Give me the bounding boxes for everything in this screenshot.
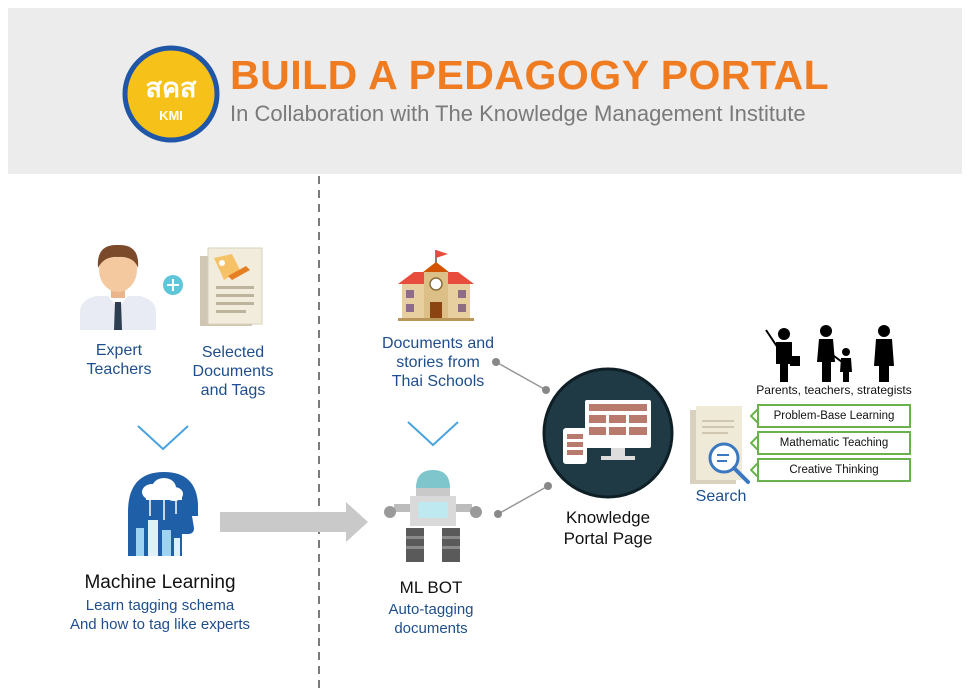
ml-bot-desc: Auto-tagging documents xyxy=(366,600,496,638)
portal-connectors xyxy=(492,358,552,518)
portal-label-line-2: Portal Page xyxy=(563,529,653,548)
thai-schools-label: Documents and stories from Thai Schools xyxy=(372,334,504,391)
kmi-logo: สคส KMI xyxy=(122,45,220,143)
page-subtitle: In Collaboration with The Knowledge Mana… xyxy=(230,101,806,126)
tag-problem-based-learning[interactable]: Problem-Base Learning xyxy=(757,404,911,428)
chevron-down-icon xyxy=(407,421,459,447)
page-title: BUILD A PEDAGOGY PORTAL xyxy=(230,52,830,98)
arrow-right-icon xyxy=(220,502,368,542)
expert-label-line-1: Expert xyxy=(95,342,143,359)
search-label: Search xyxy=(695,488,747,505)
expert-teachers-label: Expert Teachers xyxy=(78,341,160,379)
logo-latin-text: KMI xyxy=(159,108,183,123)
machine-learning-desc: Learn tagging schema And how to tag like… xyxy=(30,596,290,634)
ml-desc-line-1: Learn tagging schema xyxy=(85,597,235,614)
people-icon xyxy=(765,325,894,382)
chevron-left-icon xyxy=(750,461,760,479)
teacher-icon xyxy=(80,244,156,330)
school-label-line-2: stories from xyxy=(396,354,480,371)
bot-desc-line-1: Auto-tagging xyxy=(388,601,474,618)
school-label-line-1: Documents and xyxy=(381,335,495,352)
school-icon xyxy=(398,250,474,321)
selected-docs-label: Selected Documents and Tags xyxy=(186,343,280,400)
search-icon xyxy=(690,406,750,484)
docs-label-line-3: and Tags xyxy=(200,382,266,399)
machine-learning-title: Machine Learning xyxy=(84,572,236,593)
chevron-left-icon xyxy=(750,434,760,452)
audience-label: Parents, teachers, strategists xyxy=(756,383,912,397)
machine-learning-icon xyxy=(128,472,198,556)
robot-icon xyxy=(384,470,482,562)
document-icon xyxy=(200,247,263,326)
portal-label-line-1: Knowledge xyxy=(565,508,651,527)
logo-thai-text: สคส xyxy=(145,73,197,104)
knowledge-portal-label: Knowledge Portal Page xyxy=(543,507,673,549)
dashed-divider xyxy=(318,176,320,690)
docs-label-line-1: Selected xyxy=(201,344,265,361)
tag-mathematic-teaching[interactable]: Mathematic Teaching xyxy=(757,431,911,455)
chevron-down-icon xyxy=(137,425,189,451)
school-label-line-3: Thai Schools xyxy=(391,373,485,390)
chevron-left-icon xyxy=(750,407,760,425)
plus-icon xyxy=(163,275,183,295)
bot-desc-line-2: documents xyxy=(394,620,468,637)
ml-desc-line-2: And how to tag like experts xyxy=(69,616,251,633)
ml-bot-title: ML BOT xyxy=(399,578,463,597)
knowledge-portal-icon xyxy=(542,367,674,499)
docs-label-line-2: Documents xyxy=(192,363,274,380)
expert-label-line-2: Teachers xyxy=(86,361,152,378)
tag-creative-thinking[interactable]: Creative Thinking xyxy=(757,458,911,482)
